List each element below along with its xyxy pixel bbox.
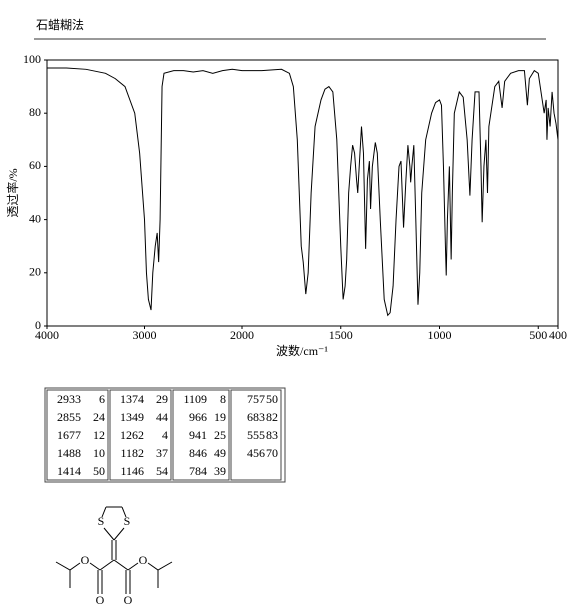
y-tick-label: 80 — [29, 105, 41, 119]
structure: S S O O O O — [55, 506, 173, 607]
peak-transmittance: 12 — [93, 428, 105, 442]
peak-transmittance: 37 — [156, 446, 168, 460]
peak-wavenumber: 2933 — [57, 392, 81, 406]
y-axis-label: 透过率/% — [5, 168, 20, 217]
table-column — [46, 389, 109, 481]
x-axis-label: 波数/cm⁻¹ — [276, 343, 328, 358]
peak-transmittance: 10 — [93, 446, 105, 460]
x-tick-label: 1500 — [329, 328, 353, 342]
peak-wavenumber: 555 — [247, 428, 265, 442]
atom-label: S — [98, 514, 105, 528]
peak-wavenumber: 1488 — [57, 446, 81, 460]
table-column — [172, 389, 230, 481]
peak-wavenumber: 941 — [189, 428, 207, 442]
atom-label: O — [124, 593, 133, 607]
y-tick-label: 40 — [29, 211, 41, 225]
y-tick-label: 100 — [23, 52, 41, 66]
peak-wavenumber: 784 — [189, 464, 207, 478]
bonds — [55, 506, 173, 594]
peak-wavenumber: 1374 — [120, 392, 144, 406]
y-tick-label: 20 — [29, 265, 41, 279]
peak-transmittance: 25 — [214, 428, 226, 442]
peak-transmittance: 8 — [220, 392, 226, 406]
y-tick-label: 0 — [35, 318, 41, 332]
x-tick-label: 4000 — [35, 328, 59, 342]
y-tick-label: 60 — [29, 158, 41, 172]
peak-transmittance: 29 — [156, 392, 168, 406]
table-column — [109, 389, 172, 481]
peak-transmittance: 70 — [266, 446, 278, 460]
peak-transmittance: 50 — [93, 464, 105, 478]
peak-wavenumber: 456 — [247, 446, 265, 460]
peak-wavenumber: 1677 — [57, 428, 81, 442]
peak-wavenumber: 1262 — [120, 428, 144, 442]
peak-wavenumber: 683 — [247, 410, 265, 424]
peak-wavenumber: 846 — [189, 446, 207, 460]
peak-wavenumber: 757 — [247, 392, 265, 406]
atom-label: O — [81, 553, 90, 567]
peak-transmittance: 39 — [214, 464, 226, 478]
x-tick-label: 400 — [549, 328, 567, 342]
peak-transmittance: 82 — [266, 410, 278, 424]
peak-wavenumber: 2855 — [57, 410, 81, 424]
peak-transmittance: 44 — [156, 410, 168, 424]
x-tick-label: 500 — [529, 328, 547, 342]
plot-frame — [46, 59, 559, 327]
peak-transmittance: 83 — [266, 428, 278, 442]
peak-wavenumber: 966 — [189, 410, 207, 424]
peak-transmittance: 6 — [99, 392, 105, 406]
peak-transmittance: 49 — [214, 446, 226, 460]
peak-wavenumber: 1182 — [120, 446, 144, 460]
table-frame — [44, 387, 286, 483]
spectrum-line — [47, 67, 559, 317]
peak-transmittance: 54 — [156, 464, 168, 478]
peak-transmittance: 19 — [214, 410, 226, 424]
peak-wavenumber: 1146 — [120, 464, 144, 478]
x-tick-label: 3000 — [133, 328, 157, 342]
table-column — [230, 389, 282, 481]
atom-label: S — [124, 514, 131, 528]
x-tick-label: 2000 — [230, 328, 254, 342]
peak-wavenumber: 1109 — [183, 392, 207, 406]
atom-label: O — [139, 553, 148, 567]
peak-wavenumber: 1414 — [57, 464, 81, 478]
peak-wavenumber: 1349 — [120, 410, 144, 424]
peak-transmittance: 24 — [93, 410, 105, 424]
atom-label: O — [96, 593, 105, 607]
peak-transmittance: 4 — [162, 428, 168, 442]
chart-title: 石蜡糊法 — [36, 17, 84, 32]
peak-transmittance: 50 — [266, 392, 278, 406]
x-tick-label: 1000 — [428, 328, 452, 342]
